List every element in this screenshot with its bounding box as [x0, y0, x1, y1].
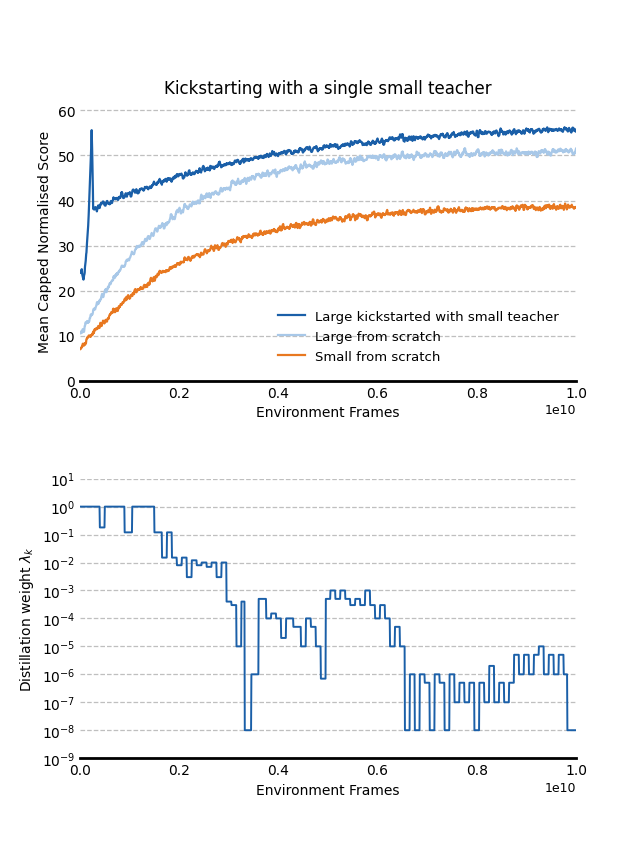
X-axis label: Environment Frames: Environment Frames: [256, 783, 400, 797]
Large kickstarted with small teacher: [76, 268, 84, 279]
Large from scratch: [572, 144, 580, 154]
Large kickstarted with small teacher: [572, 127, 580, 137]
Large from scratch: [558, 147, 566, 157]
Large from scratch: [513, 144, 520, 154]
Small from scratch: [77, 345, 84, 355]
Large from scratch: [558, 147, 566, 157]
Text: 1e10: 1e10: [545, 404, 576, 417]
Large kickstarted with small teacher: [317, 144, 325, 154]
Small from scratch: [558, 203, 566, 213]
Line: Large from scratch: Large from scratch: [80, 149, 576, 334]
Large from scratch: [467, 150, 475, 160]
Small from scratch: [467, 207, 475, 217]
Large kickstarted with small teacher: [102, 201, 109, 211]
Legend: Large kickstarted with small teacher, Large from scratch, Small from scratch: Large kickstarted with small teacher, La…: [273, 305, 564, 369]
Small from scratch: [317, 217, 325, 227]
Small from scratch: [561, 199, 569, 210]
Small from scratch: [572, 203, 580, 213]
Large kickstarted with small teacher: [558, 125, 566, 135]
Small from scratch: [76, 344, 84, 354]
Large kickstarted with small teacher: [305, 145, 312, 155]
Large from scratch: [317, 158, 325, 169]
Small from scratch: [102, 315, 109, 325]
Small from scratch: [305, 220, 312, 230]
Large kickstarted with small teacher: [561, 123, 568, 133]
Y-axis label: Distillation weight $\lambda_k$: Distillation weight $\lambda_k$: [18, 546, 36, 692]
Large from scratch: [102, 286, 109, 296]
Large from scratch: [77, 329, 84, 339]
X-axis label: Environment Frames: Environment Frames: [256, 406, 400, 420]
Large kickstarted with small teacher: [558, 125, 566, 135]
Title: Kickstarting with a single small teacher: Kickstarting with a single small teacher: [164, 80, 492, 98]
Line: Small from scratch: Small from scratch: [80, 204, 576, 350]
Small from scratch: [558, 204, 566, 214]
Large kickstarted with small teacher: [467, 129, 475, 139]
Large from scratch: [76, 328, 84, 338]
Large kickstarted with small teacher: [79, 275, 87, 285]
Large from scratch: [305, 161, 312, 171]
Text: 1e10: 1e10: [545, 780, 576, 793]
Line: Large kickstarted with small teacher: Large kickstarted with small teacher: [80, 128, 576, 280]
Y-axis label: Mean Capped Normalised Score: Mean Capped Normalised Score: [38, 131, 52, 353]
